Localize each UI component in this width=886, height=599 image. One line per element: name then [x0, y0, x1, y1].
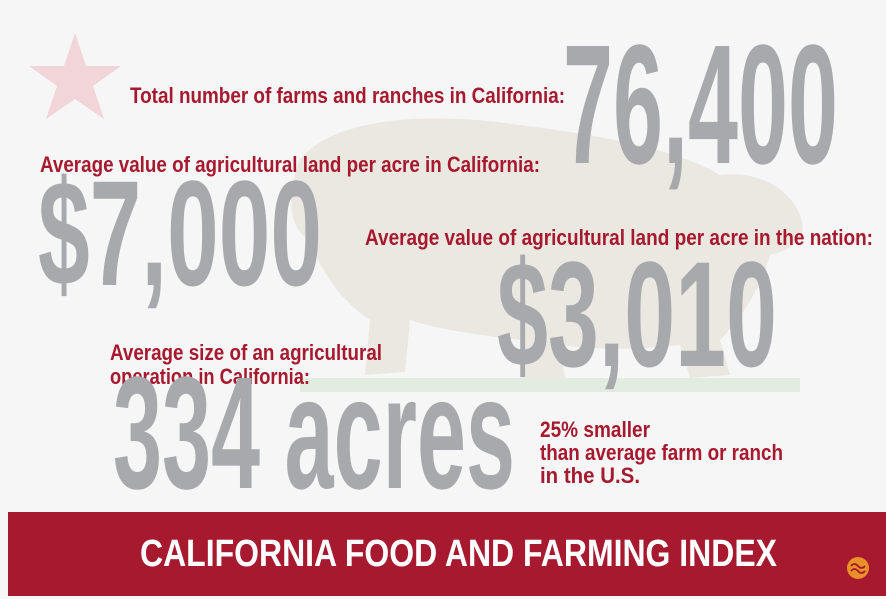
stat-value: 334 acres: [113, 343, 515, 522]
stat-value: $7,000: [38, 149, 322, 317]
logo: [847, 557, 869, 579]
comparison-line: than average farm or ranch: [540, 440, 783, 465]
stat-label: Total number of farms and ranches in Cal…: [130, 83, 565, 108]
banner-title: CALIFORNIA FOOD AND FARMING INDEX: [140, 533, 778, 575]
comparison-line: in the U.S.: [540, 463, 640, 488]
stat-value: $3,010: [497, 230, 777, 398]
page: {"stats": [ {"label": "Total number of f…: [0, 0, 886, 599]
stat-value: 76,400: [563, 10, 838, 200]
comparison-line: 25% smaller: [540, 417, 650, 442]
infographic: Total number of farms and ranches in Cal…: [0, 0, 886, 599]
